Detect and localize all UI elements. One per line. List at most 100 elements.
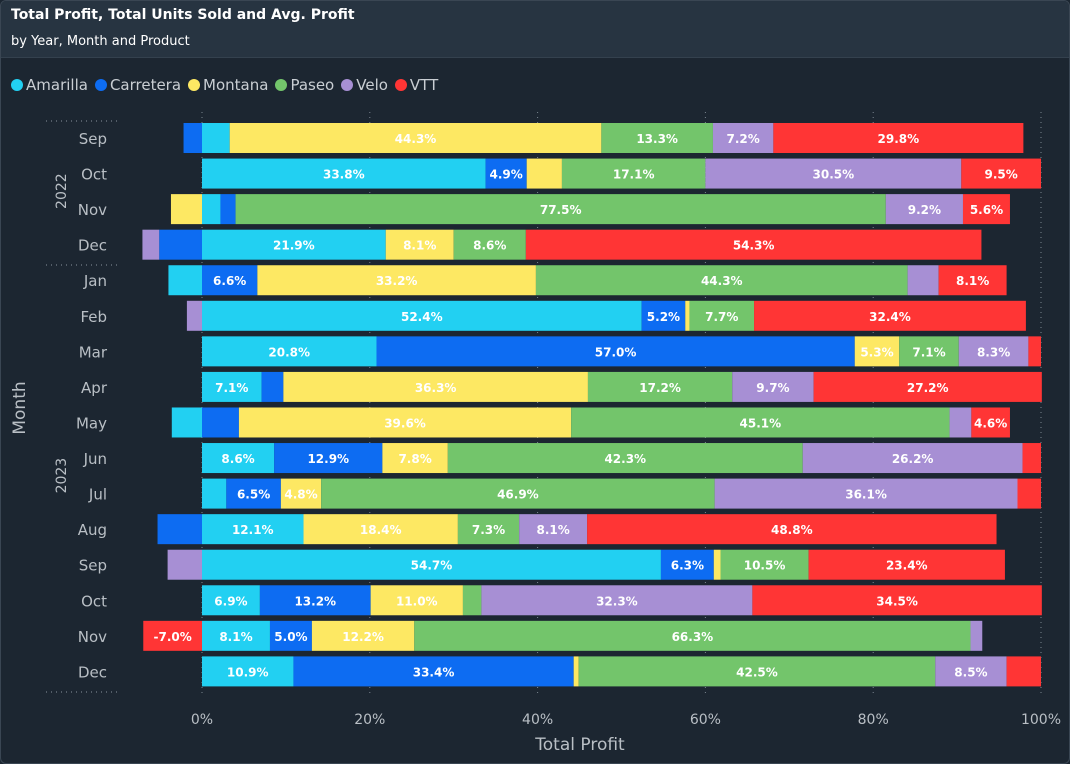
bar-segment-montana[interactable]	[257, 265, 536, 296]
bar-segment-carretera[interactable]	[485, 158, 527, 189]
bar-segment-velo[interactable]	[935, 656, 1007, 687]
bar-segment-carretera[interactable]	[269, 620, 312, 651]
bar-segment-amarilla[interactable]	[168, 265, 202, 296]
bar-segment-carretera[interactable]	[259, 585, 371, 616]
bar-segment-vtt[interactable]	[962, 194, 1010, 225]
bar-segment-paseo[interactable]	[899, 336, 959, 367]
bar-segment-paseo[interactable]	[447, 443, 803, 474]
bar-segment-paseo[interactable]	[235, 194, 886, 225]
bar-segment-velo[interactable]	[885, 194, 963, 225]
bar-segment-velo[interactable]	[732, 371, 814, 402]
bar-segment-montana[interactable]	[283, 371, 588, 402]
bar-segment-velo[interactable]	[958, 336, 1029, 367]
bar-segment-paseo[interactable]	[462, 585, 482, 616]
bar-segment-paseo[interactable]	[587, 371, 733, 402]
bar-segment-velo[interactable]	[167, 549, 202, 580]
bar-segment-carretera[interactable]	[159, 229, 202, 260]
bar-segment-velo[interactable]	[907, 265, 939, 296]
bar-segment-amarilla[interactable]	[202, 336, 377, 367]
bar-segment-carretera[interactable]	[183, 123, 202, 153]
bar-segment-paseo[interactable]	[535, 265, 908, 296]
bar-segment-vtt[interactable]	[143, 620, 202, 651]
bar-segment-paseo[interactable]	[571, 407, 950, 438]
bar-segment-paseo[interactable]	[578, 656, 936, 687]
legend-item-velo[interactable]: Velo	[341, 76, 388, 94]
bar-segment-paseo[interactable]	[561, 158, 706, 189]
bar-segment-vtt[interactable]	[1028, 336, 1041, 367]
legend-item-montana[interactable]: Montana	[188, 76, 268, 94]
bar-segment-carretera[interactable]	[220, 194, 236, 225]
bar-segment-amarilla[interactable]	[171, 407, 202, 438]
bar-segment-vtt[interactable]	[754, 300, 1026, 331]
bar-segment-velo[interactable]	[705, 158, 962, 189]
bar-segment-vtt[interactable]	[1017, 478, 1041, 509]
bar-segment-vtt[interactable]	[525, 229, 982, 260]
bar-segment-montana[interactable]	[311, 620, 415, 651]
bar-segment-paseo[interactable]	[321, 478, 715, 509]
bar-segment-amarilla[interactable]	[202, 549, 661, 580]
bar-segment-amarilla[interactable]	[202, 229, 386, 260]
bar-segment-vtt[interactable]	[961, 158, 1041, 189]
bar-segment-carretera[interactable]	[157, 514, 202, 545]
bar-segment-amarilla[interactable]	[202, 478, 227, 509]
bar-segment-carretera[interactable]	[261, 371, 284, 402]
legend-item-vtt[interactable]: VTT	[394, 76, 438, 94]
bar-segment-montana[interactable]	[854, 336, 900, 367]
bar-segment-montana[interactable]	[229, 123, 602, 153]
bar-segment-montana[interactable]	[170, 194, 202, 225]
bar-segment-montana[interactable]	[280, 478, 322, 509]
bar-segment-amarilla[interactable]	[202, 194, 221, 225]
bar-segment-montana[interactable]	[385, 229, 454, 260]
bar-segment-velo[interactable]	[481, 585, 753, 616]
bar-segment-vtt[interactable]	[1006, 656, 1041, 687]
bar-segment-paseo[interactable]	[689, 300, 755, 331]
bar-segment-carretera[interactable]	[226, 478, 281, 509]
bar-segment-vtt[interactable]	[773, 123, 1024, 153]
bar-segment-carretera[interactable]	[641, 300, 686, 331]
bar-segment-carretera[interactable]	[376, 336, 855, 367]
legend-item-carretera[interactable]: Carretera	[94, 76, 181, 94]
bar-segment-amarilla[interactable]	[202, 620, 270, 651]
bar-segment-paseo[interactable]	[601, 123, 713, 153]
bar-segment-velo[interactable]	[519, 514, 588, 545]
bar-segment-carretera[interactable]	[660, 549, 714, 580]
bar-segment-paseo[interactable]	[453, 229, 526, 260]
bar-segment-montana[interactable]	[382, 443, 448, 474]
bar-segment-montana[interactable]	[370, 585, 463, 616]
bar-segment-velo[interactable]	[970, 620, 983, 651]
bar-segment-carretera[interactable]	[202, 407, 239, 438]
bar-segment-vtt[interactable]	[971, 407, 1010, 438]
bar-segment-montana[interactable]	[713, 549, 721, 580]
bar-segment-montana[interactable]	[573, 656, 579, 687]
bar-segment-vtt[interactable]	[813, 371, 1042, 402]
bar-segment-carretera[interactable]	[202, 265, 258, 296]
bar-segment-amarilla[interactable]	[202, 158, 486, 189]
bar-segment-amarilla[interactable]	[202, 656, 294, 687]
bar-segment-vtt[interactable]	[752, 585, 1042, 616]
bar-segment-velo[interactable]	[712, 123, 774, 153]
legend-item-paseo[interactable]: Paseo	[275, 76, 334, 94]
bar-segment-paseo[interactable]	[457, 514, 520, 545]
bar-segment-paseo[interactable]	[414, 620, 971, 651]
bar-segment-amarilla[interactable]	[202, 514, 304, 545]
bar-segment-carretera[interactable]	[293, 656, 574, 687]
bar-segment-amarilla[interactable]	[202, 300, 642, 331]
bar-segment-amarilla[interactable]	[202, 123, 230, 153]
bar-segment-velo[interactable]	[802, 443, 1023, 474]
bar-segment-velo[interactable]	[142, 229, 160, 260]
bar-segment-vtt[interactable]	[938, 265, 1007, 296]
bar-segment-vtt[interactable]	[1022, 443, 1041, 474]
bar-segment-carretera[interactable]	[274, 443, 383, 474]
legend-item-amarilla[interactable]: Amarilla	[11, 76, 88, 94]
bar-segment-vtt[interactable]	[587, 514, 997, 545]
bar-segment-amarilla[interactable]	[202, 443, 275, 474]
bar-segment-amarilla[interactable]	[202, 371, 262, 402]
bar-segment-velo[interactable]	[714, 478, 1018, 509]
bar-segment-montana[interactable]	[303, 514, 458, 545]
bar-segment-velo[interactable]	[186, 300, 202, 331]
bar-segment-montana[interactable]	[526, 158, 562, 189]
bar-segment-montana[interactable]	[685, 300, 690, 331]
bar-segment-vtt[interactable]	[808, 549, 1005, 580]
bar-segment-montana[interactable]	[238, 407, 572, 438]
bar-segment-paseo[interactable]	[720, 549, 809, 580]
